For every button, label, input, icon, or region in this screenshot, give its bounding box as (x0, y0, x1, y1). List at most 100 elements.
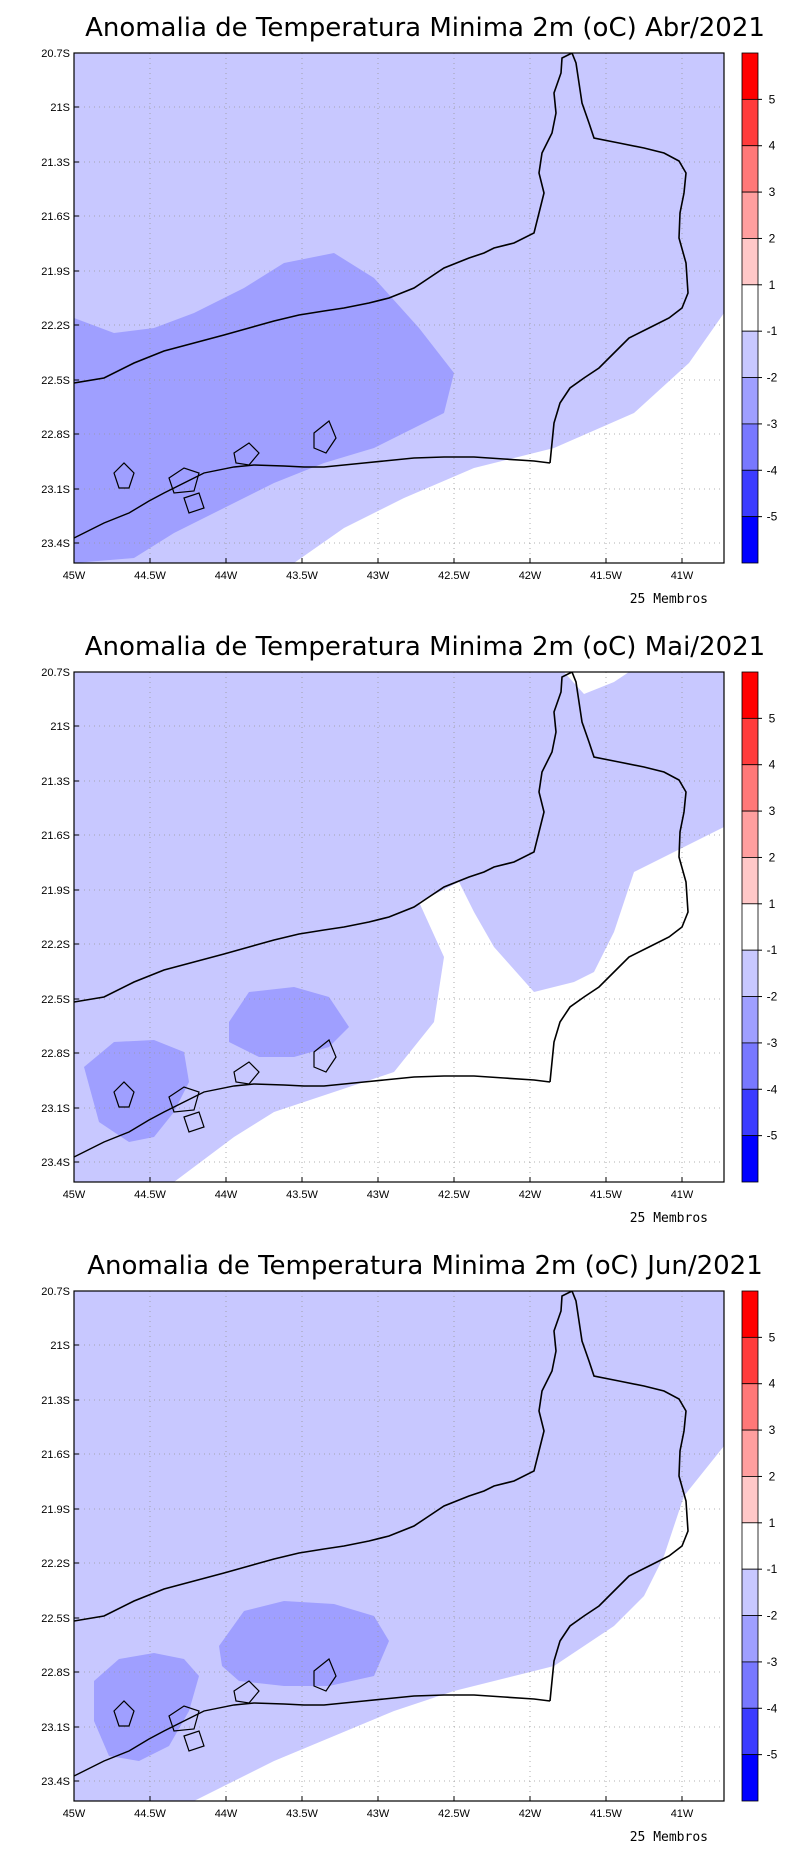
lon-tick-label: 42.5W (438, 1808, 470, 1820)
colorbar-label: 4 (769, 758, 776, 772)
colorbar-label: 1 (769, 897, 776, 911)
colorbar-label: 4 (769, 139, 776, 153)
lat-tick-label: 21S (50, 721, 70, 733)
lon-tick-label: 41W (671, 1189, 694, 1201)
lat-tick-label: 23.4S (41, 1776, 70, 1788)
lon-tick-label: 42W (519, 1808, 542, 1820)
lon-tick-label: 41.5W (590, 570, 622, 582)
lat-tick-label: 22.8S (41, 1667, 70, 1679)
colorbar-swatch (741, 1088, 759, 1137)
lat-tick-label: 21.3S (41, 157, 70, 169)
lat-tick-label: 22.2S (41, 320, 70, 332)
coastline (74, 1083, 285, 1158)
colorbar-swatch (741, 469, 759, 518)
lon-tick-label: 44.5W (134, 570, 166, 582)
colorbar-swatch (741, 52, 759, 100)
lon-tick-label: 42W (519, 570, 542, 582)
colorbar: 5 4 3 2 1 -1 -2 -3 -4 -5 (741, 1290, 778, 1802)
colorbar-label: -5 (767, 1129, 778, 1143)
island-outline (113, 1700, 135, 1727)
lon-tick-label: 44W (215, 1189, 238, 1201)
lon-tick-label: 44.5W (134, 1808, 166, 1820)
anomaly-fill-neg2 (94, 1653, 199, 1761)
colorbar-swatch (741, 1336, 759, 1385)
colorbar-swatch (741, 671, 759, 719)
colorbar-label: -2 (767, 990, 778, 1004)
members-label: 25 Membros (630, 1830, 708, 1845)
colorbar-swatch (741, 1754, 759, 1802)
members-label: 25 Membros (630, 1211, 708, 1226)
map-panel: Anomalia de Temperatura Minima 2m (oC) M… (41, 632, 777, 1226)
colorbar-label: 3 (769, 185, 776, 199)
lon-tick-label: 42.5W (438, 570, 470, 582)
coastline (283, 1694, 551, 1706)
members-label: 25 Membros (630, 592, 708, 607)
colorbar-label: 3 (769, 804, 776, 818)
lat-tick-label: 21.6S (41, 211, 70, 223)
lat-tick-label: 21.9S (41, 1504, 70, 1516)
lon-tick-label: 45W (63, 1808, 86, 1820)
colorbar-label: 2 (769, 1469, 776, 1483)
lat-tick-label: 21.6S (41, 1449, 70, 1461)
panel-title: Anomalia de Temperatura Minima 2m (oC) J… (87, 1251, 763, 1281)
lat-tick-label: 21.3S (41, 1395, 70, 1407)
lon-tick-label: 43W (367, 570, 390, 582)
island-outline (313, 420, 337, 454)
colorbar-swatch (741, 238, 759, 286)
lat-tick-label: 23.1S (41, 1722, 70, 1734)
island-outline (168, 1086, 200, 1113)
colorbar-swatch (741, 1568, 759, 1616)
lat-tick-label: 22.8S (41, 429, 70, 441)
lon-tick-label: 41W (671, 570, 694, 582)
map-frame (73, 52, 725, 564)
lon-tick-label: 44W (215, 570, 238, 582)
panel-title: Anomalia de Temperatura Minima 2m (oC) A… (85, 13, 765, 43)
lat-tick-label: 21S (50, 1340, 70, 1352)
colorbar-label: -4 (767, 1082, 778, 1096)
lat-tick-label: 22.2S (41, 939, 70, 951)
island-outline (113, 1081, 135, 1108)
lat-tick-label: 20.7S (41, 48, 70, 60)
colorbar-swatch (741, 145, 759, 193)
anomaly-fill-zero (174, 827, 724, 1182)
map-panel: Anomalia de Temperatura Minima 2m (oC) J… (41, 1251, 777, 1845)
lat-tick-label: 22.5S (41, 375, 70, 387)
state-boundary (74, 672, 689, 1083)
colorbar-swatch (741, 1429, 759, 1477)
lat-tick-label: 21.9S (41, 266, 70, 278)
colorbar-swatch (741, 1290, 759, 1338)
lat-tick-label: 21.3S (41, 776, 70, 788)
colorbar-swatch (741, 717, 759, 766)
anomaly-fill-neg2 (219, 1601, 389, 1686)
state-boundary (74, 1291, 689, 1702)
colorbar-label: 5 (769, 92, 776, 106)
lat-tick-label: 23.4S (41, 538, 70, 550)
island-outline (233, 1061, 260, 1085)
colorbar-label: 2 (769, 850, 776, 864)
colorbar-swatch (741, 810, 759, 858)
colorbar-swatch (741, 996, 759, 1044)
lon-tick-label: 43.5W (286, 570, 318, 582)
colorbar: 5 4 3 2 1 -1 -2 -3 -4 -5 (741, 52, 778, 564)
island-outline (183, 1111, 205, 1133)
lat-tick-label: 22.2S (41, 1558, 70, 1570)
colorbar-label: -2 (767, 1609, 778, 1623)
lat-tick-label: 22.5S (41, 1613, 70, 1625)
colorbar-swatch (741, 1476, 759, 1524)
island-outline (113, 462, 135, 489)
colorbar-swatch (741, 423, 759, 471)
lon-tick-label: 43W (367, 1808, 390, 1820)
coastline (283, 456, 551, 468)
colorbar-label: 2 (769, 231, 776, 245)
lon-tick-label: 45W (63, 1189, 86, 1201)
colorbar-swatch (741, 1042, 759, 1090)
colorbar-label: -1 (767, 1562, 778, 1576)
map-panel: Anomalia de Temperatura Minima 2m (oC) A… (41, 13, 777, 607)
colorbar-label: 3 (769, 1423, 776, 1437)
panel-title: Anomalia de Temperatura Minima 2m (oC) M… (85, 632, 765, 662)
island-outline (233, 442, 260, 466)
coastline (74, 1702, 285, 1777)
colorbar-label: -3 (767, 1036, 778, 1050)
island-outline (168, 1705, 200, 1732)
